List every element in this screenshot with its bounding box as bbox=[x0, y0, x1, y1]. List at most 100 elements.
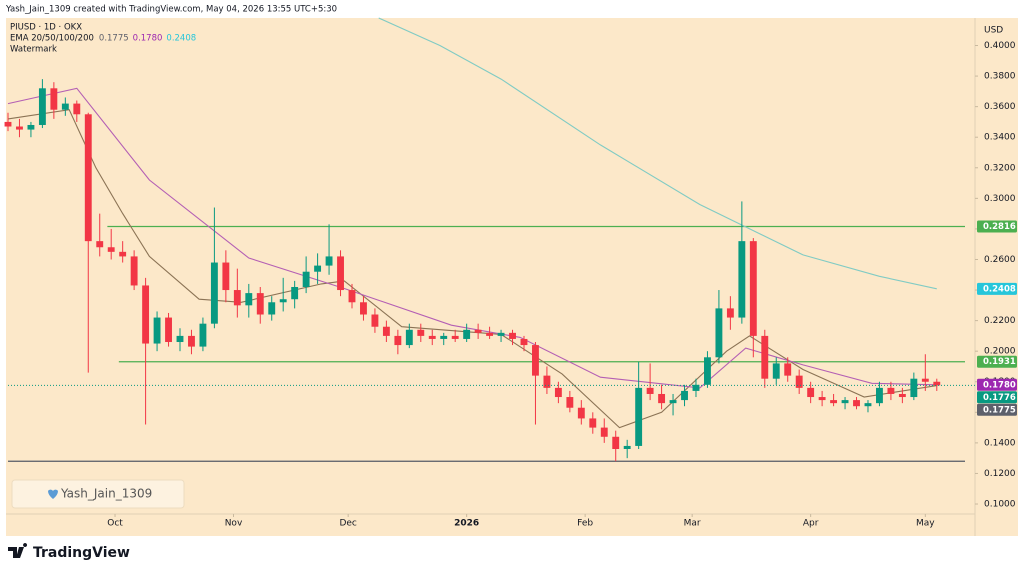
candle-body bbox=[314, 265, 322, 272]
price-tag-label: 0.1775 bbox=[983, 405, 1016, 415]
brand-name: TradingView bbox=[33, 545, 130, 561]
candle-body bbox=[658, 393, 666, 404]
candle-body bbox=[646, 387, 654, 394]
candle-body bbox=[554, 387, 562, 398]
candle-body bbox=[245, 293, 253, 306]
plot bbox=[4, 17, 975, 462]
candle-body bbox=[440, 335, 448, 339]
x-tick-label: May bbox=[916, 519, 935, 529]
price-tag-label: 0.2816 bbox=[983, 222, 1016, 232]
candle-body bbox=[738, 241, 746, 318]
candle-body bbox=[50, 88, 58, 110]
candle-body bbox=[27, 124, 35, 130]
candle-body bbox=[876, 387, 883, 404]
candle-body bbox=[348, 290, 356, 303]
price-tag bbox=[977, 282, 1017, 295]
candle-body bbox=[4, 121, 12, 127]
candle-body bbox=[486, 332, 494, 336]
candle-body bbox=[726, 308, 734, 318]
candle-body bbox=[715, 308, 723, 358]
candle-body bbox=[188, 335, 195, 347]
candle-body bbox=[268, 302, 276, 315]
candle-body bbox=[795, 375, 803, 388]
ema-line bbox=[7, 109, 937, 429]
y-tick-label: 0.3200 bbox=[984, 163, 1016, 173]
candle-body bbox=[635, 387, 643, 446]
candle-body bbox=[165, 317, 172, 343]
y-tick-label: 0.3600 bbox=[984, 102, 1016, 112]
price-tag-label: 0.1776 bbox=[983, 393, 1016, 403]
candle-body bbox=[107, 247, 115, 252]
candle-body bbox=[933, 381, 941, 386]
y-tick-label: 0.2600 bbox=[984, 255, 1016, 265]
candle-body bbox=[210, 262, 218, 324]
candle-body bbox=[325, 256, 333, 266]
candle-body bbox=[577, 407, 585, 419]
candle-body bbox=[302, 271, 310, 287]
price-tag bbox=[977, 220, 1017, 233]
candle-body bbox=[291, 286, 299, 300]
indicator-legend: EMA 20/50/100/200 bbox=[10, 34, 94, 44]
watermark-badge bbox=[11, 479, 185, 509]
candle-body bbox=[405, 329, 413, 346]
price-tag-label: 0.2408 bbox=[983, 284, 1016, 294]
candle-body bbox=[337, 256, 344, 291]
y-tick-label: 0.1400 bbox=[984, 438, 1016, 448]
price-tag-label: 0.1780 bbox=[983, 380, 1016, 390]
candle-body bbox=[360, 302, 367, 315]
candle-body bbox=[784, 363, 792, 376]
candle-body bbox=[623, 445, 631, 449]
candle-body bbox=[497, 332, 505, 336]
candle-body bbox=[38, 88, 46, 125]
symbol-title: PIUSD · 1D · OKX bbox=[10, 23, 82, 33]
candle-body bbox=[474, 329, 482, 333]
candle-body bbox=[279, 299, 287, 303]
candle-body bbox=[417, 329, 425, 336]
candle-body bbox=[898, 393, 906, 398]
y-tick-label: 0.3800 bbox=[984, 72, 1016, 82]
candle-body bbox=[704, 357, 711, 385]
x-tick-label: Oct bbox=[107, 519, 123, 529]
candle-body bbox=[142, 285, 150, 344]
candle-body bbox=[818, 397, 826, 401]
ema-legend-value: 0.2408 bbox=[166, 34, 196, 44]
candle-body bbox=[222, 262, 230, 291]
y-tick-label: 0.3400 bbox=[984, 133, 1016, 143]
brand-icon bbox=[8, 543, 28, 558]
ema-legend-value: 0.1775 bbox=[99, 34, 129, 44]
currency: USD bbox=[984, 26, 1003, 36]
candle-body bbox=[463, 329, 471, 339]
candle-body bbox=[749, 241, 757, 336]
candle-body bbox=[887, 387, 895, 394]
candle-body bbox=[256, 293, 264, 315]
watermark-legend: Watermark bbox=[10, 45, 57, 55]
candle-body bbox=[382, 326, 390, 336]
candle-body bbox=[566, 397, 574, 408]
x-tick-label: Feb bbox=[577, 519, 593, 529]
candle-body bbox=[543, 375, 551, 388]
x-tick-label: Apr bbox=[803, 519, 819, 529]
candle-body bbox=[864, 403, 872, 407]
candle-body bbox=[153, 317, 161, 344]
y-tick-label: 0.4000 bbox=[984, 41, 1016, 51]
candle-body bbox=[233, 290, 241, 306]
candle-body bbox=[16, 126, 23, 130]
candle-body bbox=[612, 436, 620, 449]
candle-body bbox=[119, 251, 127, 257]
chart-background bbox=[6, 18, 1018, 536]
candle-body bbox=[830, 400, 838, 404]
brand-logo bbox=[8, 543, 28, 558]
price-tag-label: 0.1931 bbox=[983, 357, 1016, 367]
candle-body bbox=[589, 418, 597, 428]
candle-body bbox=[692, 384, 700, 391]
ema-line bbox=[378, 17, 937, 290]
candle-body bbox=[394, 335, 402, 346]
ema-legend-value: 0.1780 bbox=[133, 34, 163, 44]
candle-body bbox=[509, 332, 516, 339]
candle-body bbox=[910, 378, 918, 398]
candle-body bbox=[130, 256, 138, 286]
candle-body bbox=[841, 400, 849, 404]
price-tag bbox=[977, 355, 1017, 368]
